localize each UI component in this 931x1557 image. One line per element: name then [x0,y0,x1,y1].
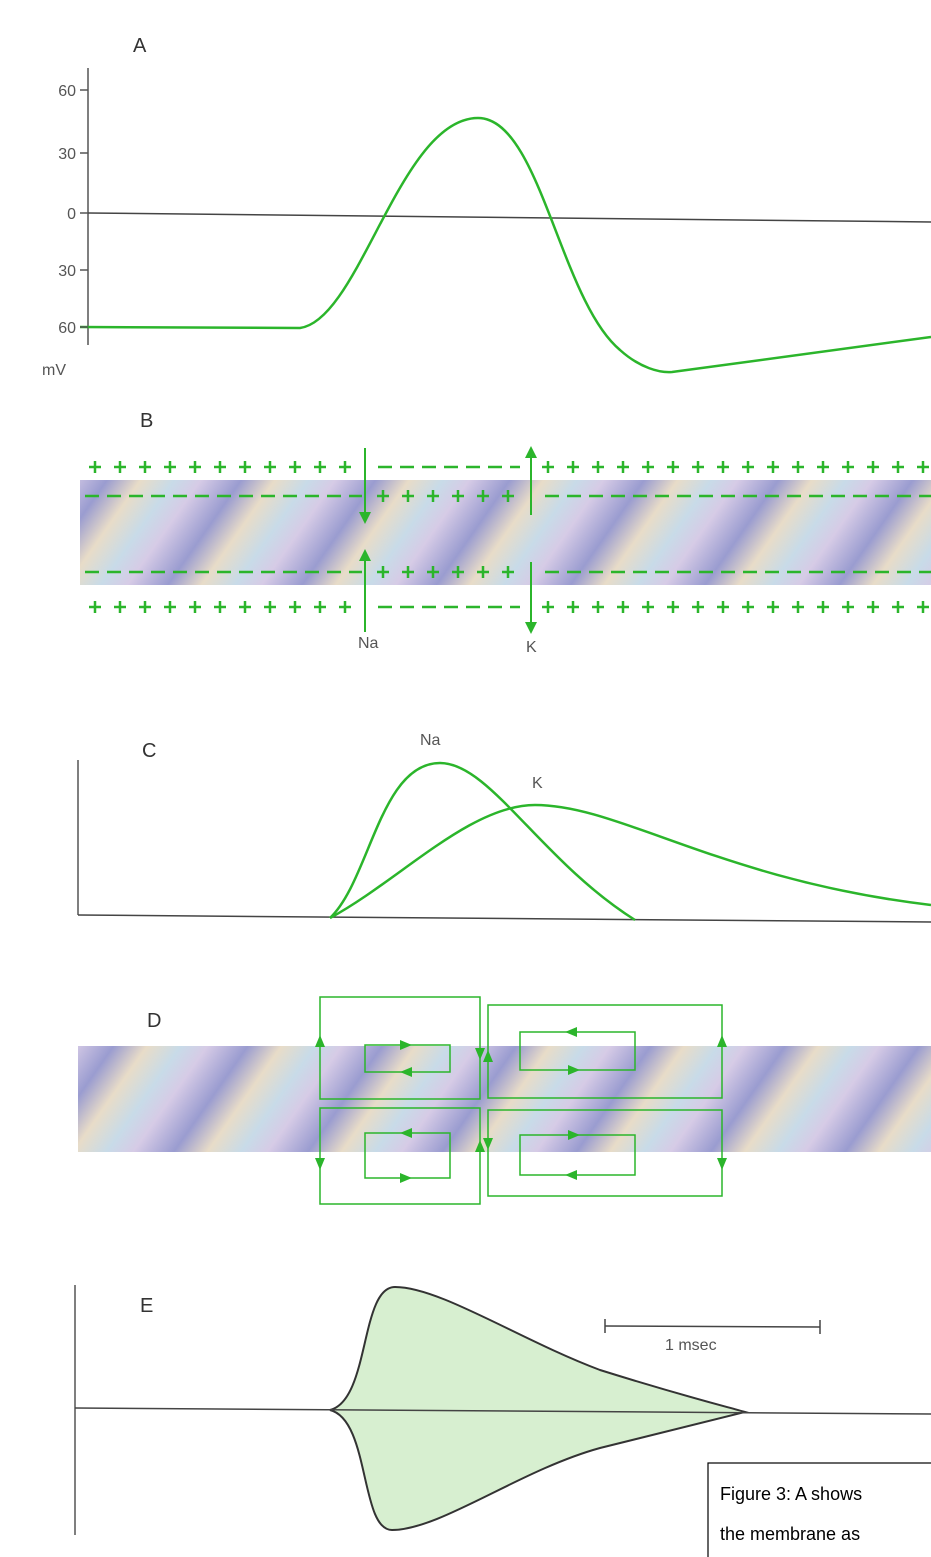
plus-sign [867,461,879,473]
panel-label: E [140,1295,153,1317]
curve-label: K [532,775,543,792]
plus-sign [742,601,754,613]
figure: A mV B Na K C Na K D E 1 msec Figure 3: … [0,0,931,1557]
plus-sign [717,601,729,613]
plus-sign [617,461,629,473]
plus-sign [314,461,326,473]
plus-sign [667,601,679,613]
plus-sign [542,461,554,473]
ion-label: K [526,639,537,656]
plus-sign [139,461,151,473]
plus-sign [742,461,754,473]
y-tick-label: 30 [58,263,76,280]
plus-sign [642,601,654,613]
action-potential [80,118,931,372]
zero-line [88,213,931,222]
plus-sign [767,461,779,473]
scale-label: 1 msec [665,1337,717,1354]
panel-label: D [147,1010,161,1032]
current-envelope [330,1287,745,1530]
curve-label: Na [420,732,441,749]
y-tick-label: 60 [58,320,76,337]
plus-sign [817,601,829,613]
ion-label: Na [358,635,379,652]
plus-sign [239,601,251,613]
plus-sign [164,461,176,473]
plus-sign [692,601,704,613]
plus-sign [542,601,554,613]
plus-sign [189,461,201,473]
plus-sign [617,601,629,613]
plus-sign [189,601,201,613]
plus-sign [692,461,704,473]
plus-sign [767,601,779,613]
plus-sign [339,601,351,613]
plus-sign [214,601,226,613]
plus-sign [892,601,904,613]
baseline [78,915,931,922]
caption-line: Figure 3: A shows [720,1484,862,1504]
plus-sign [642,461,654,473]
unit: mV [42,362,66,379]
plus-sign [214,461,226,473]
plus-sign [917,461,929,473]
plus-sign [792,601,804,613]
plus-sign [917,601,929,613]
plus-sign [164,601,176,613]
plus-sign [717,461,729,473]
membrane [78,1046,931,1152]
plus-sign [264,601,276,613]
plus-sign [592,601,604,613]
y-tick-label: 30 [58,146,76,163]
plus-sign [114,601,126,613]
panel-label: B [140,410,153,432]
panel-label: C [142,740,156,762]
plus-sign [339,461,351,473]
plus-sign [842,601,854,613]
plus-sign [289,601,301,613]
plus-sign [239,461,251,473]
y-tick-label: 0 [67,206,76,223]
plus-sign [89,601,101,613]
drawing: A mV B Na K C Na K D E 1 msec Figure 3: … [42,35,931,1557]
plus-sign [114,461,126,473]
plus-sign [139,601,151,613]
plus-sign [592,461,604,473]
plus-sign [314,601,326,613]
k-curve [330,805,931,918]
plus-sign [567,461,579,473]
plus-sign [289,461,301,473]
plus-sign [892,461,904,473]
plus-sign [567,601,579,613]
na-curve [330,763,635,920]
scale-bar [605,1326,820,1327]
plus-sign [817,461,829,473]
plus-sign [842,461,854,473]
plus-sign [667,461,679,473]
panel-label: A [133,35,147,57]
plus-sign [264,461,276,473]
plus-sign [867,601,879,613]
plus-sign [792,461,804,473]
plus-sign [89,461,101,473]
y-tick-label: 60 [58,83,76,100]
caption-line: the membrane as [720,1524,860,1544]
